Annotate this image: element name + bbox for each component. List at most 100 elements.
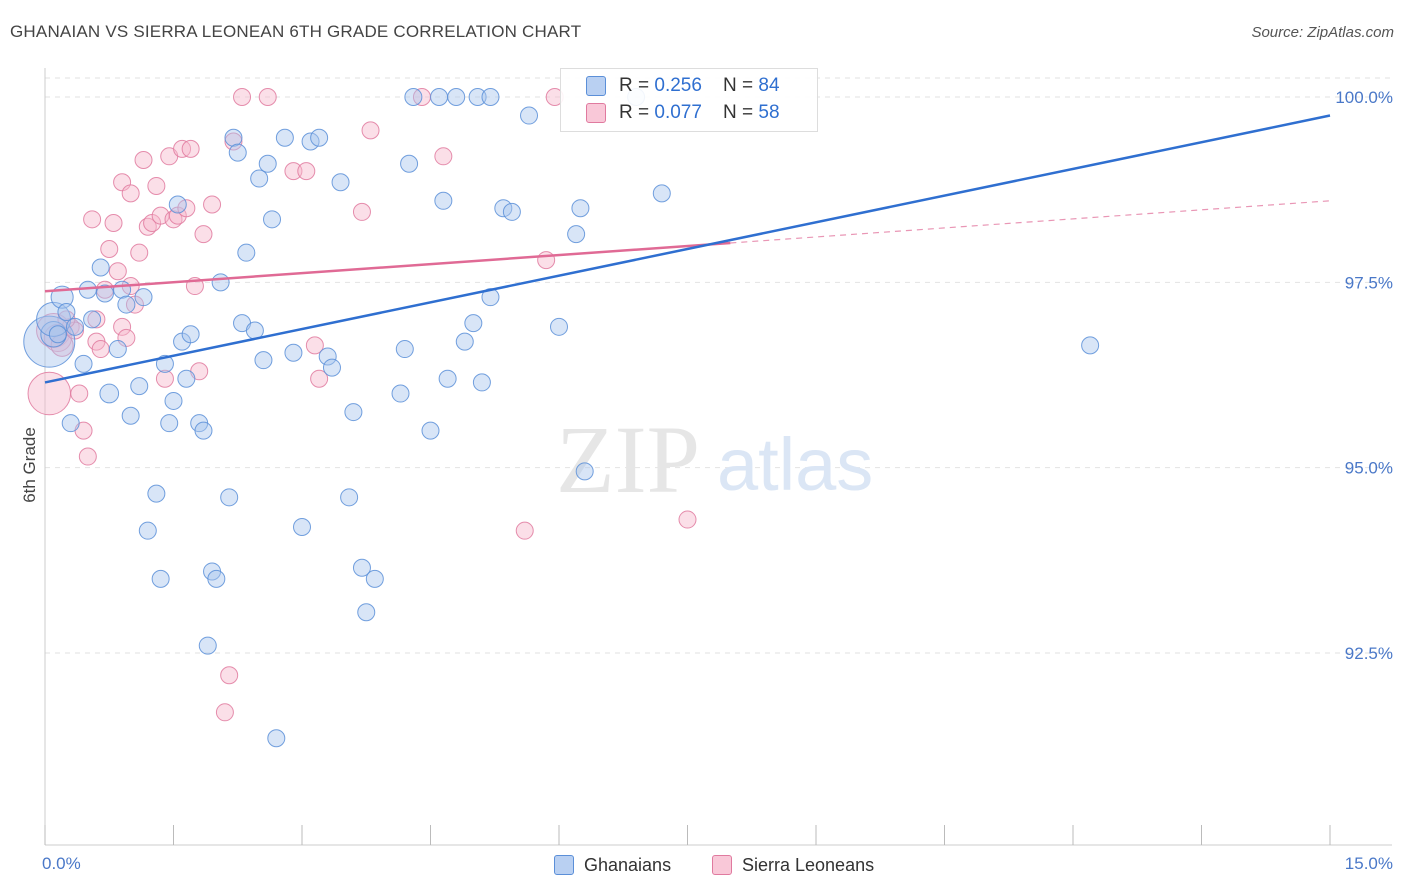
legend-item-ghanaians[interactable]: Ghanaians [554, 852, 671, 878]
data-point [164, 391, 183, 410]
data-point [83, 310, 102, 329]
data-point [395, 340, 414, 359]
data-point [678, 510, 697, 529]
legend-swatch-sierra-leoneans [712, 855, 732, 875]
data-point [177, 369, 196, 388]
correlation-legend: R = 0.256 N = 84 R = 0.077 N = 58 [560, 68, 818, 132]
legend-r-value: 0.077 [654, 102, 702, 123]
data-point [468, 88, 487, 106]
data-point [181, 139, 200, 158]
data-point [87, 310, 106, 329]
data-point [481, 88, 500, 106]
data-point [61, 414, 80, 433]
grid-lines [45, 77, 1392, 654]
data-point [352, 558, 371, 577]
sierra-leoneans-trend-extension [730, 200, 1331, 244]
data-point [36, 313, 72, 349]
data-point [100, 239, 119, 258]
data-point [438, 369, 457, 388]
data-point [494, 199, 513, 218]
data-point [263, 210, 282, 229]
data-point [1081, 336, 1100, 355]
data-point [138, 521, 157, 540]
x-tick-label: 15.0% [1345, 854, 1393, 873]
data-point [550, 317, 568, 336]
data-point [293, 517, 311, 536]
data-point [113, 280, 132, 299]
data-point [147, 176, 166, 195]
chart-source: Source: ZipAtlas.com [1251, 24, 1394, 41]
y-tick-label: 95.0% [1345, 459, 1393, 478]
data-point [121, 184, 140, 203]
legend-swatch-ghanaians [554, 855, 574, 875]
chart-title: GHANAIAN VS SIERRA LEONEAN 6TH GRADE COR… [10, 22, 582, 41]
data-point [134, 288, 153, 307]
data-point [70, 384, 89, 403]
legend-n-label: N = [723, 102, 759, 123]
data-point [168, 195, 187, 214]
legend-label-sierra-leoneans: Sierra Leoneans [742, 854, 875, 875]
data-point [404, 88, 423, 106]
data-point [537, 251, 556, 270]
data-point [134, 151, 153, 170]
data-point [310, 128, 329, 147]
data-point [340, 488, 359, 507]
y-tick-label: 92.5% [1345, 644, 1393, 663]
legend-item-sierra-leoneans[interactable]: Sierra Leoneans [712, 852, 874, 878]
legend-swatch-pink [586, 103, 606, 123]
data-point [91, 258, 110, 277]
data-point [211, 273, 230, 292]
series-ghanaians-points [23, 88, 1100, 748]
data-point [318, 347, 337, 366]
data-point [104, 214, 123, 233]
ghanaians-trend-line [44, 114, 1331, 384]
data-point [194, 225, 213, 244]
data-point [78, 447, 97, 466]
data-point [237, 243, 256, 262]
data-point [357, 603, 376, 622]
data-point [233, 88, 252, 106]
data-point [177, 199, 196, 218]
watermark-atlas: atlas [717, 423, 873, 506]
axes [44, 68, 1392, 846]
data-point [155, 369, 174, 388]
data-point [297, 162, 316, 181]
data-point [284, 343, 303, 362]
data-point [652, 184, 671, 203]
watermark: ZIP atlas [556, 406, 873, 513]
x-tick-label: 0.0% [42, 854, 81, 873]
data-point [108, 262, 127, 281]
data-point [472, 373, 491, 392]
data-point [65, 317, 84, 336]
data-point [447, 88, 466, 106]
data-point [464, 314, 483, 333]
data-point [421, 421, 440, 440]
legend-label-ghanaians: Ghanaians [584, 854, 672, 875]
data-point [130, 377, 149, 396]
data-point [455, 332, 474, 351]
data-point [515, 521, 534, 540]
legend-row-ghanaians: R = 0.256 N = 84 [586, 74, 780, 98]
data-point [48, 325, 67, 344]
data-point [220, 488, 239, 507]
data-point [365, 569, 384, 588]
data-point [74, 354, 93, 373]
data-point [83, 210, 102, 229]
data-point [23, 315, 76, 368]
data-point [130, 243, 149, 262]
legend-n-value: 58 [758, 102, 780, 123]
data-point [117, 295, 136, 314]
data-point [250, 169, 269, 188]
trend-lines [44, 114, 1331, 384]
sierra-leoneans-trend-line [44, 241, 731, 293]
legend-swatch-blue [586, 76, 606, 96]
legend-n-value: 84 [758, 75, 780, 96]
data-point [322, 358, 341, 377]
data-point [258, 88, 277, 106]
data-point [344, 403, 363, 422]
legend-row-sierra-leoneans: R = 0.077 N = 58 [586, 101, 780, 125]
data-point [220, 666, 239, 685]
data-point [121, 406, 140, 425]
series-sierra-leoneans-points [27, 88, 697, 722]
